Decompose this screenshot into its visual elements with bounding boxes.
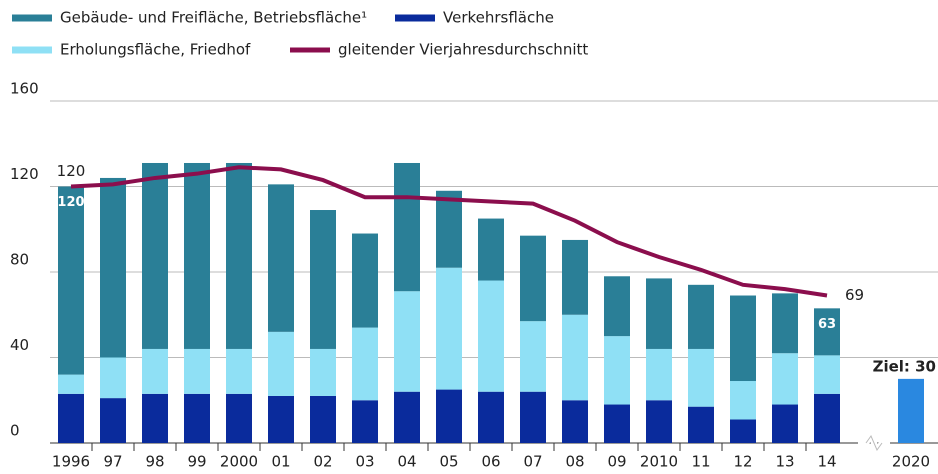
bar-segment — [142, 393, 168, 443]
bar-segment — [100, 357, 126, 399]
x-tick-label: 01 — [271, 453, 290, 471]
x-tick-label: 04 — [397, 453, 416, 471]
legend-label: Gebäude- und Freifläche, Betriebsfläche¹ — [60, 9, 367, 27]
x-tick-label: 1996 — [52, 453, 90, 471]
bar-segment — [184, 348, 210, 394]
bar-segment — [184, 162, 210, 349]
y-tick-label: 40 — [10, 336, 29, 354]
bar-segment — [58, 374, 84, 394]
bar-segment — [394, 291, 420, 392]
bar-segment — [646, 348, 672, 401]
bar-segment — [58, 393, 84, 443]
x-tick-label: 97 — [103, 453, 122, 471]
bar-segment — [226, 162, 252, 349]
bar-segment — [562, 400, 588, 443]
y-tick-label: 0 — [10, 422, 20, 440]
bar-segment — [562, 314, 588, 401]
bar-segment — [352, 327, 378, 401]
x-tick-label: 98 — [145, 453, 164, 471]
x-tick-label: 03 — [355, 453, 374, 471]
x-tick-label: 13 — [775, 453, 794, 471]
legend-label: gleitender Vierjahresdurchschnitt — [338, 41, 588, 59]
bar-segment — [814, 308, 840, 356]
target-label: Ziel: 30 — [873, 357, 936, 375]
line — [70, 165, 828, 298]
x-tick-label: 99 — [187, 453, 206, 471]
bar-segment — [604, 276, 630, 337]
bar-segment — [688, 406, 714, 443]
x-tick-label: 12 — [733, 453, 752, 471]
bar-segment — [814, 355, 840, 394]
bar-segment — [142, 348, 168, 394]
x-tick-label: 05 — [439, 453, 458, 471]
total-label: 63 — [818, 317, 836, 332]
total-label: 120 — [57, 195, 84, 210]
bar-segment — [730, 419, 756, 443]
bar-segment — [310, 348, 336, 396]
bar-segment — [688, 284, 714, 349]
target-bar — [898, 378, 924, 443]
x-tick-label: 07 — [523, 453, 542, 471]
bar-segment — [310, 395, 336, 443]
bar-segment — [562, 239, 588, 315]
bar-segment — [100, 177, 126, 358]
bar-segment — [730, 295, 756, 382]
bar-segment — [478, 218, 504, 281]
axis-break — [865, 434, 883, 452]
bar-segment — [268, 331, 294, 396]
line-label: 69 — [845, 286, 864, 304]
bar-segment — [478, 280, 504, 392]
bar-segment — [142, 162, 168, 349]
bar-segment — [394, 162, 420, 292]
bar-segment — [478, 391, 504, 443]
bar-segment — [100, 398, 126, 443]
bar-segment — [604, 336, 630, 405]
line-label: 120 — [57, 162, 86, 180]
bar-segment — [520, 235, 546, 322]
x-tick-label: 09 — [607, 453, 626, 471]
y-tick-label: 160 — [10, 80, 39, 98]
x-tick-label: 08 — [565, 453, 584, 471]
bar-segment — [436, 389, 462, 443]
legend-label: Verkehrsfläche — [443, 9, 554, 27]
bar-segment — [268, 184, 294, 332]
bar-segment — [394, 391, 420, 443]
y-tick-label: 120 — [10, 165, 39, 183]
bar-segment — [520, 391, 546, 443]
bar-segment — [226, 348, 252, 394]
x-tick-label: 06 — [481, 453, 500, 471]
bar-segment — [730, 381, 756, 420]
bar-segment — [58, 186, 84, 375]
x-tick-label: 2020 — [892, 453, 930, 471]
bar-segment — [226, 393, 252, 443]
x-tick-label: 11 — [691, 453, 710, 471]
bar-segment — [814, 393, 840, 443]
bar-segment — [772, 404, 798, 443]
bar-segment — [436, 190, 462, 268]
bar-segment — [310, 210, 336, 349]
bar-segment — [646, 400, 672, 443]
bar-segment — [646, 278, 672, 349]
x-tick-label: 02 — [313, 453, 332, 471]
legend-label: Erholungsfläche, Friedhof — [60, 41, 251, 59]
bar-segment — [772, 293, 798, 354]
bar-segment — [436, 267, 462, 390]
x-tick-label: 2000 — [220, 453, 258, 471]
bar-segment — [352, 400, 378, 443]
bar-segment — [268, 395, 294, 443]
y-tick-label: 80 — [10, 251, 29, 269]
bar-segment — [520, 321, 546, 392]
bar-segment — [772, 353, 798, 405]
x-tick-label: 14 — [817, 453, 836, 471]
bar-segment — [184, 393, 210, 443]
bar-segment — [688, 348, 714, 407]
bar-segment — [604, 404, 630, 443]
bar-segment — [352, 233, 378, 328]
x-tick-label: 2010 — [640, 453, 678, 471]
